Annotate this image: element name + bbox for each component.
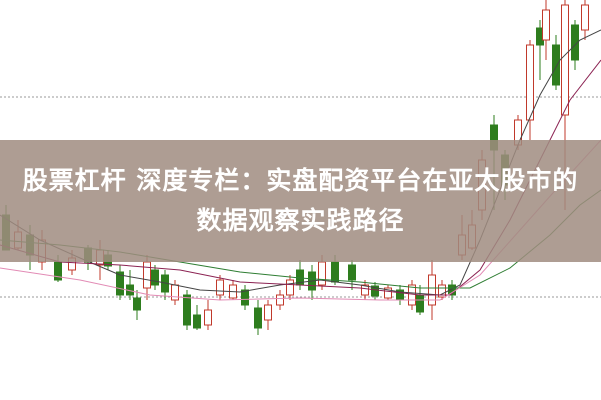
candle-up: [438, 284, 446, 298]
candle-up: [318, 261, 326, 286]
title-line-1: 股票杠杆 深度专栏：实盘配资平台在亚太股市的: [22, 166, 579, 195]
candle-down: [331, 261, 339, 283]
candle-down: [116, 271, 124, 296]
candle-down: [133, 297, 141, 311]
candle-up: [408, 284, 416, 306]
candle-up: [286, 279, 294, 296]
candle-down: [254, 307, 262, 329]
candle-up: [384, 287, 392, 299]
title-line-2: 数据观察实践路径: [196, 206, 405, 235]
candle-up: [361, 284, 369, 296]
candle-down: [183, 294, 191, 326]
ma-short-line: [0, 29, 601, 296]
candle-up: [581, 4, 589, 31]
candle-down: [571, 24, 579, 61]
candle-up: [216, 279, 224, 296]
candle-down: [552, 44, 560, 86]
candle-up: [204, 309, 212, 326]
candle-up: [542, 9, 550, 41]
candle-down: [348, 264, 356, 281]
candle-up: [428, 274, 436, 306]
candle-down: [151, 269, 159, 286]
candle-up: [276, 294, 284, 306]
candle-up: [143, 261, 151, 289]
candle-up: [171, 284, 179, 301]
candle-down: [193, 314, 201, 329]
candle-down: [54, 261, 62, 281]
candle-down: [371, 285, 379, 297]
candle-down: [416, 294, 424, 313]
title-banner: 股票杠杆 深度专栏：实盘配资平台在亚太股市的 数据观察实践路径: [0, 140, 601, 262]
candle-up: [526, 44, 534, 121]
candle-down: [241, 289, 249, 306]
candle-up: [561, 4, 569, 116]
candle-up: [264, 304, 272, 321]
